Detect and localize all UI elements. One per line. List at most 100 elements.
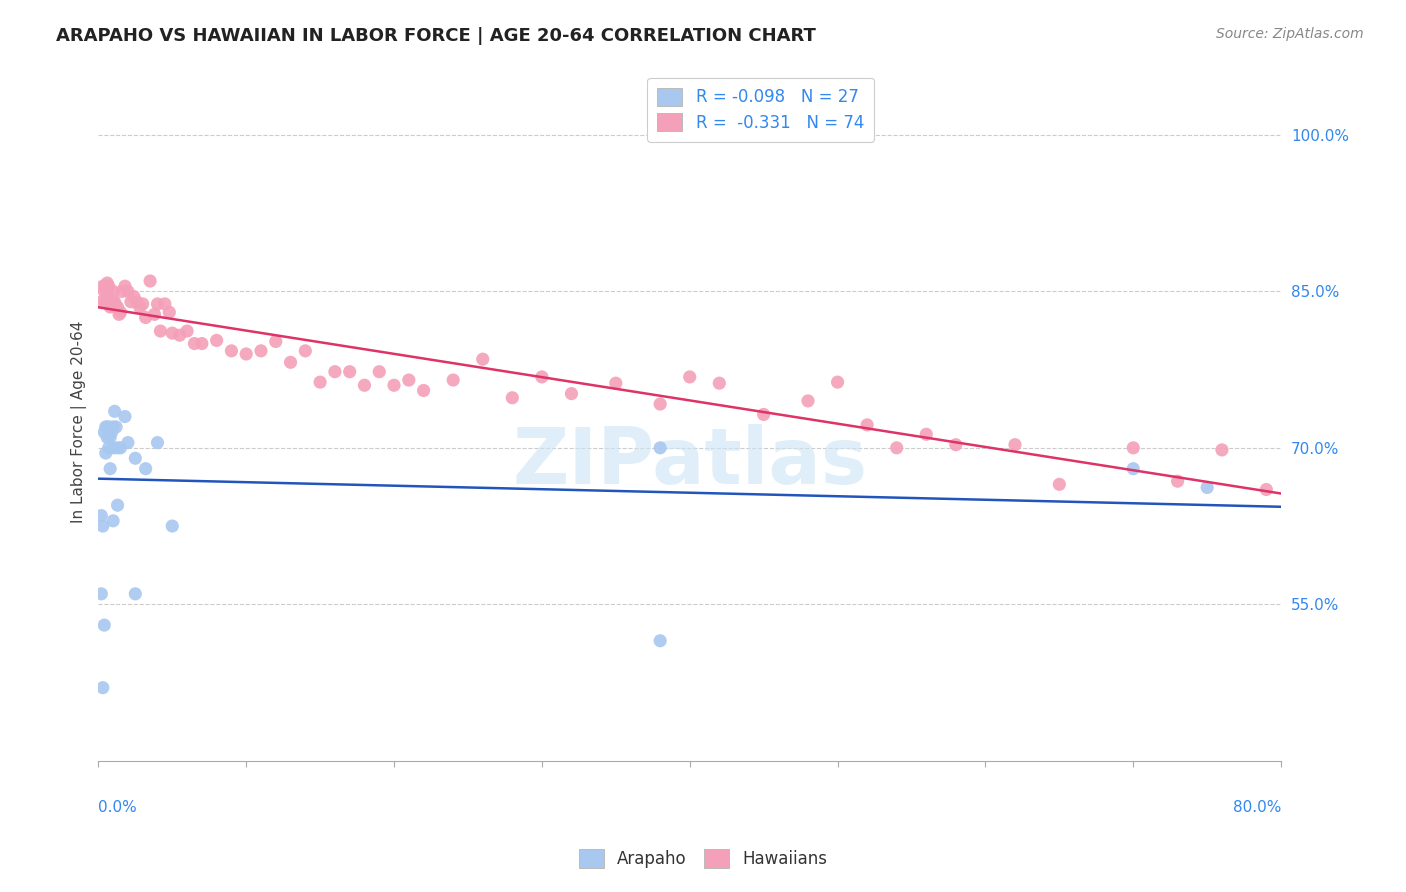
Point [323, 365, 346, 379]
Point [191, 336, 214, 351]
Point [1211, 442, 1233, 457]
Point [560, 386, 582, 401]
Point [117, 435, 139, 450]
Point [108, 307, 131, 321]
Point [94, 420, 117, 434]
Point [125, 294, 148, 309]
Point [149, 324, 172, 338]
Point [650, 441, 672, 455]
Point [96, 286, 118, 301]
Point [143, 307, 166, 321]
Point [100, 294, 122, 309]
Point [294, 343, 316, 358]
Point [886, 441, 908, 455]
Point [382, 378, 405, 392]
Point [157, 305, 180, 319]
Point [105, 420, 128, 434]
Point [235, 347, 257, 361]
Point [117, 285, 139, 299]
Point [94, 279, 117, 293]
Point [1256, 483, 1278, 497]
Point [1122, 441, 1144, 455]
Point [131, 297, 153, 311]
Point [153, 297, 176, 311]
Point [97, 420, 120, 434]
Point [93, 285, 115, 299]
Legend: Arapaho, Hawaiians: Arapaho, Hawaiians [572, 843, 834, 875]
Point [183, 336, 205, 351]
Point [101, 294, 124, 309]
Point [501, 391, 523, 405]
Point [93, 425, 115, 440]
Point [105, 300, 128, 314]
Legend: R = -0.098   N = 27, R =  -0.331   N = 74: R = -0.098 N = 27, R = -0.331 N = 74 [647, 78, 875, 142]
Point [107, 441, 129, 455]
Point [146, 435, 169, 450]
Point [650, 397, 672, 411]
Point [339, 365, 361, 379]
Point [94, 446, 117, 460]
Point [827, 375, 849, 389]
Point [91, 279, 114, 293]
Point [107, 300, 129, 314]
Point [111, 285, 134, 299]
Point [752, 408, 775, 422]
Point [945, 438, 967, 452]
Point [1122, 461, 1144, 475]
Point [101, 441, 124, 455]
Point [98, 300, 121, 314]
Point [93, 618, 115, 632]
Point [412, 384, 434, 398]
Text: 80.0%: 80.0% [1233, 799, 1281, 814]
Point [104, 404, 127, 418]
Point [679, 370, 702, 384]
Point [91, 681, 114, 695]
Point [110, 441, 132, 455]
Point [605, 376, 627, 391]
Point [114, 279, 136, 293]
Point [110, 305, 132, 319]
Point [856, 417, 879, 432]
Point [169, 328, 191, 343]
Point [221, 343, 243, 358]
Point [139, 274, 162, 288]
Point [250, 343, 273, 358]
Point [107, 498, 129, 512]
Point [176, 324, 198, 338]
Point [1047, 477, 1070, 491]
Point [90, 294, 112, 309]
Point [124, 587, 146, 601]
Point [101, 514, 124, 528]
Point [100, 425, 122, 440]
Point [709, 376, 731, 391]
Text: Source: ZipAtlas.com: Source: ZipAtlas.com [1216, 27, 1364, 41]
Point [94, 294, 117, 309]
Point [264, 334, 287, 349]
Y-axis label: In Labor Force | Age 20-64: In Labor Force | Age 20-64 [72, 320, 87, 523]
Point [530, 370, 553, 384]
Point [97, 279, 120, 293]
Point [122, 290, 145, 304]
Point [471, 352, 494, 367]
Point [309, 375, 332, 389]
Point [162, 326, 184, 340]
Point [101, 420, 124, 434]
Point [1004, 438, 1026, 452]
Point [1167, 474, 1189, 488]
Point [650, 633, 672, 648]
Point [124, 451, 146, 466]
Point [135, 461, 157, 475]
Point [205, 334, 228, 348]
Point [128, 300, 150, 314]
Text: ZIPatlas: ZIPatlas [512, 425, 868, 500]
Point [114, 409, 136, 424]
Point [280, 355, 302, 369]
Point [98, 461, 121, 475]
Text: ARAPAHO VS HAWAIIAN IN LABOR FORCE | AGE 20-64 CORRELATION CHART: ARAPAHO VS HAWAIIAN IN LABOR FORCE | AGE… [56, 27, 815, 45]
Point [96, 430, 118, 444]
Point [101, 285, 124, 299]
Point [90, 587, 112, 601]
Point [398, 373, 420, 387]
Point [90, 508, 112, 523]
Text: 0.0%: 0.0% [98, 799, 138, 814]
